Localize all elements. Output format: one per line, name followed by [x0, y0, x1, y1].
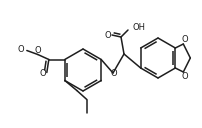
Text: OH: OH [132, 24, 145, 33]
Text: O: O [110, 70, 117, 78]
Text: O: O [180, 72, 187, 81]
Text: O: O [17, 45, 24, 54]
Text: O: O [34, 46, 41, 55]
Text: O: O [180, 35, 187, 45]
Text: O: O [104, 30, 111, 40]
Text: O: O [39, 69, 46, 78]
